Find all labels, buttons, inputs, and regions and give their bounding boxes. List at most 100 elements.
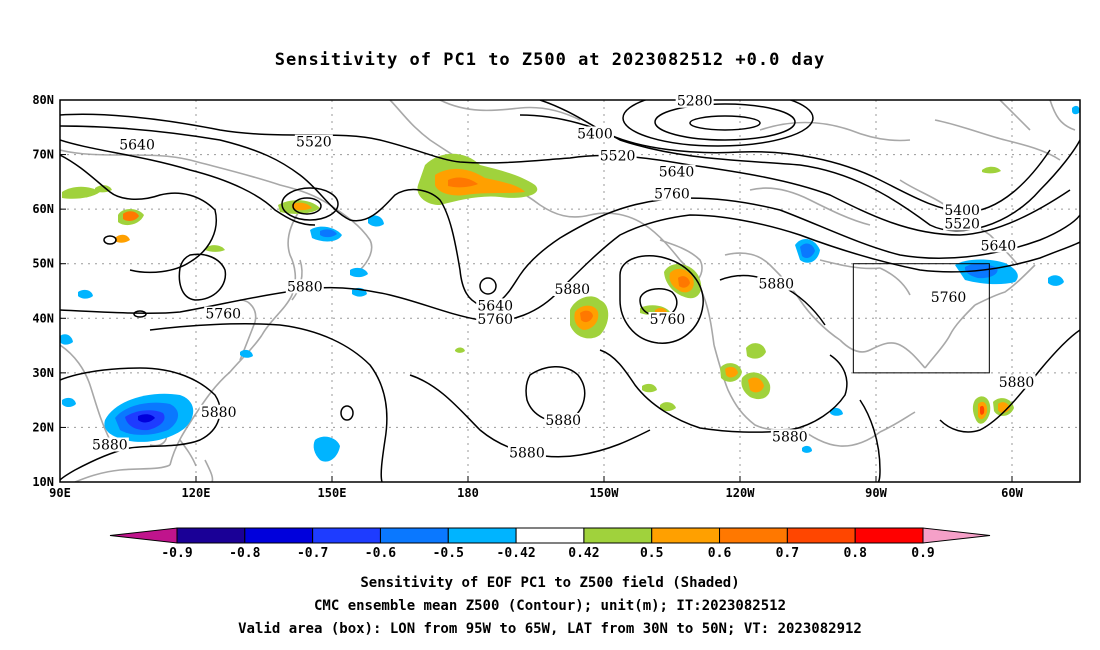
colorbar-swatch [379,527,449,544]
colorbar-label: 0.42 [568,546,599,561]
colorbar-label: 0.6 [708,546,732,561]
contour-label-bg [598,148,637,163]
colorbar-right-tip [922,527,991,544]
colorbar-label: 0.8 [843,546,867,561]
colorbar-label: -0.9 [161,546,192,561]
contour-label-bg [770,429,809,444]
negative-patch [1072,105,1080,115]
contour-label-bg [118,137,157,152]
contour-label-bg [757,276,796,291]
contour-labels: 5280540054005520552055205640564056405640… [90,93,1036,462]
colorbar-label: -0.5 [433,546,464,561]
positive-patch [980,405,985,415]
colorbar-swatch [854,527,924,544]
colorbar-label: -0.6 [365,546,396,561]
lon-tick-label: 150E [318,486,347,500]
negative-patch [78,289,93,299]
contour-label: 5880 [554,282,590,298]
lon-tick-label: 120E [182,486,211,500]
contour-label: 5880 [758,277,794,293]
negative-patch [60,334,73,345]
negative-patch [802,445,812,453]
contour-label-bg [675,93,714,108]
colorbar-swatch [786,527,856,544]
contour-label: 5880 [772,429,808,445]
latitude-axis: 80N 70N 60N 50N 40N 30N 20N 10N [32,93,66,489]
longitude-axis: 90E 120E 150E 180 150W 120W 90W 60W [49,476,1024,500]
contour-label: 5520 [296,135,332,151]
contour-label: 5760 [205,307,241,323]
contour-label-bg [199,404,238,419]
negative-patch [368,215,384,227]
positive-patch [580,310,593,323]
lat-tick-label: 80N [32,93,54,107]
contour-label: 5760 [654,187,690,203]
lon-tick-label: 120W [726,486,756,500]
positive-patch [435,168,525,196]
contour-label-bg [553,282,592,296]
contour-label: 5880 [201,405,237,421]
lon-tick-label: 180 [457,486,479,500]
colorbar-label: 0.5 [640,546,663,561]
caption-contour: CMC ensemble mean Z500 (Contour); unit(m… [313,598,786,614]
contour-label-bg [997,374,1036,389]
caption-shading: Sensitivity of EOF PC1 to Z500 field (Sh… [360,575,740,591]
positive-patch [746,343,766,359]
negative-patch [240,349,253,358]
contour-label: 5880 [92,438,128,454]
colorbar-label: -0.7 [297,546,328,561]
positive-patch [62,186,100,199]
positive-patch [748,377,764,393]
colorbar-swatch [651,527,721,544]
lon-tick-label: 60W [1001,486,1023,500]
colorbar-label: -0.42 [497,546,536,561]
contour-label-bg [294,134,333,149]
contour-label: 5280 [677,94,713,110]
contour-label-bg [653,186,691,201]
lat-tick-label: 70N [32,148,54,162]
map-frame [59,99,1081,483]
contour-label-bg [943,216,982,231]
colorbar-label: 0.9 [911,546,934,561]
contour-label: 5760 [650,312,686,328]
colorbar-swatch [244,527,314,544]
positive-patch [123,211,139,221]
positive-patch [998,402,1010,413]
colorbar: -0.9 -0.8 -0.7 -0.6 -0.5 -0.42 0.42 0.5 0.6 0.7 0.… [109,527,991,561]
contour-label: 5640 [981,238,1017,254]
lat-tick-label: 10N [32,475,54,489]
lon-tick-label: 150W [590,486,620,500]
contour-label-bg [648,312,687,327]
colorbar-swatch [312,527,381,544]
contour-label: 5880 [545,413,581,429]
contour-label-bg [507,445,546,460]
contour-label: 5640 [119,137,155,153]
positive-patch [725,366,738,378]
colorbar-swatch [719,527,788,544]
colorbar-label: 0.7 [776,546,799,561]
contour-label-bg [943,202,982,217]
contour-label: 5760 [931,290,967,306]
positive-patch [660,402,676,412]
negative-patch [62,397,76,407]
colorbar-swatch [447,527,517,544]
lat-tick-label: 40N [32,311,54,325]
negative-patch [350,267,368,278]
contour-label: 5880 [999,375,1035,391]
contour-label-bg [979,238,1018,253]
negative-patch [313,436,340,462]
contour-label-bg [929,290,968,305]
colorbar-swatch [176,527,246,544]
contour-label-bg [575,126,614,141]
lon-tick-label: 90W [865,486,887,500]
negative-patch [1048,275,1064,286]
lat-tick-label: 20N [32,420,54,434]
contour-label: 5760 [477,312,513,328]
contour-label: 5400 [944,203,980,219]
colorbar-swatch [515,527,585,544]
lat-tick-label: 60N [32,202,54,216]
contour-label-bg [544,412,583,427]
contour-label-bg [204,306,243,321]
negative-patch [320,229,337,238]
colorbar-left-tip [109,527,178,544]
